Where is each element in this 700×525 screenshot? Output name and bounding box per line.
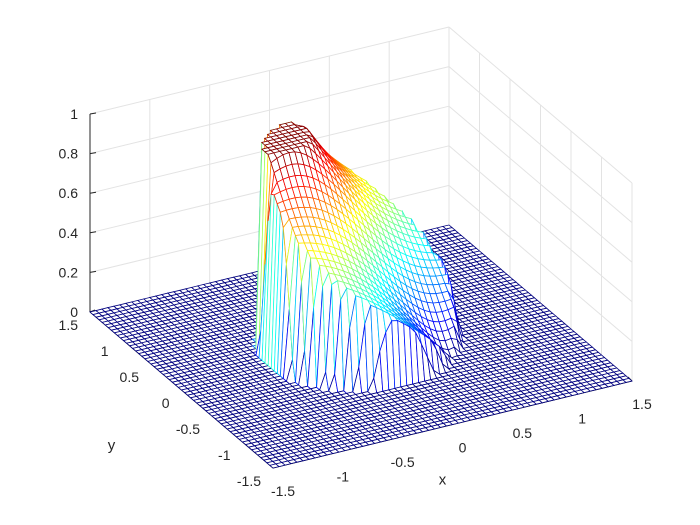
y-tick-label: -1 <box>218 447 231 463</box>
z-tick-label: 0.8 <box>59 146 79 162</box>
y-tick-label: 1.5 <box>59 317 79 333</box>
grid-line <box>448 185 633 342</box>
x-tick-label: -1.5 <box>271 483 295 499</box>
y-tick-label: 0.5 <box>120 369 140 385</box>
grid-line <box>448 66 633 223</box>
mesh-cell <box>622 377 633 383</box>
grid-line <box>448 145 633 303</box>
z-tick-mark <box>89 231 97 234</box>
x-tick-label: 1.5 <box>632 396 652 412</box>
x-tick-label: -0.5 <box>391 454 415 470</box>
surface-mesh <box>89 121 633 469</box>
y-tick-label: -0.5 <box>176 421 200 437</box>
y-axis-label: y <box>108 437 116 454</box>
z-tick-labels: 0 0.2 0.4 0.6 0.8 1 <box>59 106 79 320</box>
z-tick-mark <box>89 112 97 115</box>
z-tick-label: 0.4 <box>59 225 79 241</box>
z-tick-label: 0.6 <box>59 185 79 201</box>
z-tick-mark <box>89 152 97 155</box>
grid-line <box>89 26 450 115</box>
z-tick-mark <box>89 270 97 273</box>
x-axis-label: x <box>439 472 447 489</box>
z-tick-label: 0.2 <box>59 264 79 280</box>
z-tick-label: 0 <box>70 304 78 320</box>
x-tick-labels: -1.5 -1 -0.5 0 0.5 1 1.5 <box>271 396 652 499</box>
grid-line <box>89 66 450 155</box>
z-tick-mark <box>89 191 97 194</box>
grid-line <box>448 26 633 184</box>
y-tick-label: -1.5 <box>237 473 261 489</box>
x-tick-label: 1 <box>578 411 586 427</box>
y-tick-label: 1 <box>101 343 109 359</box>
x-tick-label: -1 <box>337 469 350 485</box>
x-tick-label: 0.5 <box>513 425 533 441</box>
y-tick-labels: -1.5 -1 -0.5 0 0.5 1 1.5 <box>59 317 262 489</box>
grid-line <box>448 105 633 263</box>
x-tick-label: 0 <box>459 440 467 456</box>
z-tick-label: 1 <box>70 106 78 122</box>
y-tick-label: 0 <box>162 395 170 411</box>
